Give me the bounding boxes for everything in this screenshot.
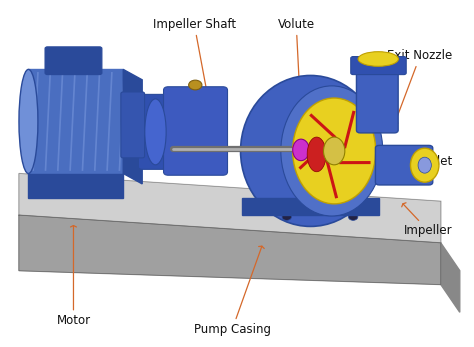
Text: Pump Inlet: Pump Inlet [390, 155, 453, 172]
FancyBboxPatch shape [138, 94, 172, 169]
Ellipse shape [145, 99, 166, 165]
Text: Exit Nozzle: Exit Nozzle [387, 50, 453, 124]
FancyBboxPatch shape [275, 182, 363, 215]
Ellipse shape [307, 137, 326, 172]
Ellipse shape [323, 137, 345, 165]
Ellipse shape [241, 76, 380, 227]
Polygon shape [242, 198, 379, 215]
Ellipse shape [292, 98, 375, 204]
Polygon shape [19, 215, 441, 285]
Polygon shape [28, 174, 123, 198]
FancyBboxPatch shape [351, 57, 406, 75]
Ellipse shape [281, 86, 383, 216]
Text: Impeller: Impeller [402, 203, 453, 237]
Polygon shape [123, 69, 142, 184]
FancyBboxPatch shape [375, 145, 433, 185]
Ellipse shape [348, 213, 358, 220]
Text: Impeller Shaft: Impeller Shaft [153, 18, 236, 135]
Text: Volute: Volute [278, 18, 315, 142]
FancyBboxPatch shape [164, 87, 228, 175]
Ellipse shape [189, 80, 202, 90]
FancyBboxPatch shape [45, 47, 102, 75]
Ellipse shape [410, 148, 439, 182]
Polygon shape [19, 174, 441, 243]
Text: Motor: Motor [56, 226, 91, 327]
Polygon shape [441, 243, 460, 312]
Text: Pump Casing: Pump Casing [194, 246, 271, 336]
Ellipse shape [19, 69, 38, 174]
Polygon shape [28, 69, 123, 174]
Ellipse shape [358, 52, 398, 66]
FancyBboxPatch shape [121, 92, 145, 158]
Ellipse shape [292, 139, 309, 161]
FancyBboxPatch shape [356, 63, 398, 133]
Ellipse shape [282, 213, 292, 220]
Ellipse shape [418, 157, 431, 173]
